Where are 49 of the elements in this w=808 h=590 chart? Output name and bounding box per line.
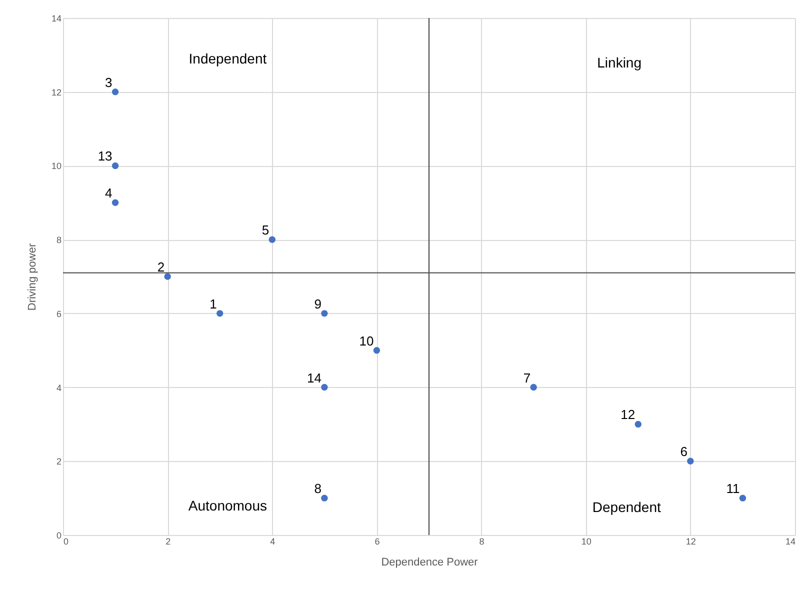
y-axis-title: Driving power	[26, 243, 38, 311]
point	[321, 310, 328, 317]
series-label: 7	[523, 370, 531, 386]
x-tick-label: 12	[686, 536, 696, 546]
y-tick-label: 12	[51, 87, 62, 98]
annotation: Independent	[188, 50, 267, 66]
point	[530, 384, 537, 391]
point	[321, 494, 328, 502]
y-tick-label: 6	[56, 308, 62, 319]
series-label: 6	[680, 444, 688, 460]
point	[739, 494, 746, 502]
point	[164, 273, 171, 280]
series-label: 11	[726, 481, 740, 496]
series-label: 13	[98, 148, 112, 164]
point	[112, 199, 119, 206]
point	[373, 347, 380, 354]
x-tick-label: 10	[581, 536, 592, 546]
series-label: 1	[210, 296, 217, 312]
point	[634, 420, 642, 428]
annotation: Dependent	[592, 499, 661, 516]
series-label: 2	[157, 260, 165, 274]
point	[112, 162, 119, 170]
x-tick-label: 2	[166, 536, 171, 546]
series-label: 14	[306, 370, 322, 386]
point	[112, 88, 119, 96]
x-tick-label: 6	[374, 536, 380, 546]
y-tick-label: 14	[51, 14, 62, 24]
series-label: 3	[105, 74, 112, 90]
y-tick-label: 10	[51, 161, 62, 172]
x-axis-title: Dependence Power	[381, 556, 478, 568]
y-tick-label: 2	[56, 456, 62, 467]
y-tick-label: 4	[56, 382, 62, 393]
series-label: 4	[105, 186, 112, 201]
point	[268, 236, 276, 243]
point	[216, 310, 224, 317]
series-label: 12	[620, 407, 636, 422]
y-tick-label: 8	[56, 235, 62, 246]
annotation: Autonomous	[188, 498, 268, 514]
point	[687, 458, 694, 464]
series-label: 8	[314, 481, 322, 496]
point	[321, 384, 328, 391]
x-tick-label: 4	[270, 536, 276, 546]
series-label: 9	[314, 296, 322, 312]
series-label: 5	[262, 222, 270, 238]
x-tick-label: 14	[785, 536, 796, 546]
series-label: 10	[359, 333, 374, 348]
x-tick-label: 8	[479, 536, 484, 546]
annotation: Linking	[597, 54, 642, 70]
x-tick-label: 0	[64, 536, 69, 546]
